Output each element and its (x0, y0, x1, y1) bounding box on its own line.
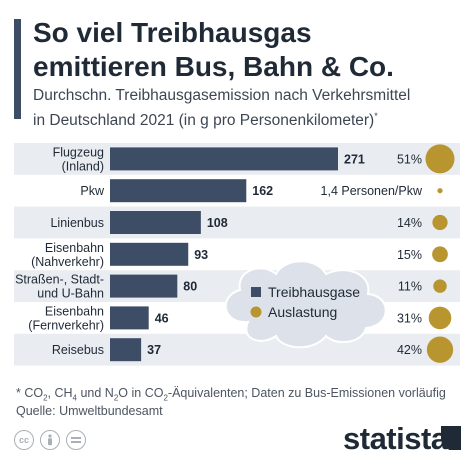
auslastung-bubble (437, 188, 443, 194)
category-label: Straßen-, Stadt-und U-Bahn (15, 273, 104, 301)
auslastung-label: 42% (397, 343, 422, 357)
value-label: 108 (207, 216, 228, 230)
emission-bar (110, 147, 338, 171)
subtitle-line-1: Durchschn. Treibhausgasemission nach Ver… (33, 87, 411, 104)
title-line-1: So viel Treibhausgas (33, 17, 312, 48)
value-label: 93 (194, 248, 208, 262)
category-label: Linienbus (50, 216, 104, 230)
footnote-part-2: , CH (47, 386, 73, 400)
category-label: Pkw (80, 184, 105, 198)
emission-bar (110, 274, 178, 298)
emission-bar (110, 179, 247, 203)
category-label: Eisenbahn (Nahverkehr) (31, 241, 104, 269)
row-band (14, 206, 460, 239)
title-accent-bar (14, 19, 21, 119)
auslastung-bubble (432, 246, 448, 263)
auslastung-label: 51% (397, 152, 422, 166)
license-icons: cc (14, 430, 86, 450)
chart-title: So viel Treibhausgas emittieren Bus, Bah… (33, 16, 463, 84)
emission-bar (110, 242, 189, 266)
auslastung-label: 31% (397, 311, 422, 325)
statista-logo-icon (441, 426, 461, 450)
legend-label-treibhausgase: Treibhausgase (268, 284, 360, 300)
emission-bar (110, 338, 142, 362)
value-label: 80 (183, 280, 197, 294)
auslastung-bubble (432, 214, 448, 231)
value-label: 271 (344, 152, 365, 166)
footnote-sub-1: 2 (43, 393, 48, 403)
category-label: Reisebus (52, 343, 104, 357)
footnote-sub-2: 4 (72, 393, 77, 403)
chart-subtitle: Durchschn. Treibhausgasemission nach Ver… (33, 86, 468, 131)
emission-bar (110, 306, 149, 330)
subtitle-line-2: in Deutschland 2021 (in g pro Personenki… (33, 106, 468, 131)
value-label: 37 (147, 343, 161, 357)
auslastung-label: 11% (398, 280, 422, 294)
legend-swatch-auslastung (250, 306, 262, 318)
source-line: Quelle: Umweltbundesamt (16, 404, 163, 418)
auslastung-label: 15% (397, 248, 422, 262)
footnote-part-5: -Äquivalenten; Daten zu Bus-Emissionen v… (167, 386, 446, 400)
statista-logo-text[interactable]: statista (343, 421, 448, 456)
emission-bar (110, 211, 201, 234)
auslastung-bubble (428, 306, 452, 330)
creative-commons-icon[interactable]: cc (14, 430, 34, 450)
value-label: 162 (252, 184, 273, 198)
title-line-2: emittieren Bus, Bahn & Co. (33, 51, 394, 82)
category-label: Eisenbahn (Fernverkehr) (28, 304, 104, 332)
auslastung-label: 1,4 Personen/Pkw (321, 184, 423, 198)
footnote: * CO2, CH4 und N2O in CO2-Äquivalenten; … (16, 384, 466, 408)
footnote-part-4: O in CO (118, 386, 164, 400)
no-derivatives-icon[interactable] (66, 430, 86, 450)
bar-chart: Flugzeug (Inland) 271 51% Pkw 162 1,4 Personen… (14, 143, 460, 366)
footnote-sub-3: 2 (113, 393, 119, 403)
row-band (14, 333, 460, 366)
legend-cloud (224, 260, 387, 349)
legend-label-auslastung: Auslastung (268, 304, 337, 320)
category-label: Flugzeug (Inland) (53, 145, 104, 173)
legend-swatch-treibhausgase (251, 287, 261, 297)
subtitle-line-2-text: in Deutschland 2021 (in g pro Personenki… (33, 112, 375, 130)
footnote-sub-4: 2 (163, 393, 168, 403)
footnote-part-1: * CO (16, 386, 44, 400)
value-label: 46 (155, 311, 169, 325)
subtitle-footnote-mark: * (374, 111, 378, 121)
auslastung-label: 14% (397, 216, 422, 230)
auslastung-bubble (433, 279, 447, 293)
auslastung-bubble (425, 144, 455, 174)
auslastung-bubble (426, 336, 454, 363)
attribution-icon[interactable] (40, 430, 60, 450)
footnote-part-3: und N (77, 386, 114, 400)
